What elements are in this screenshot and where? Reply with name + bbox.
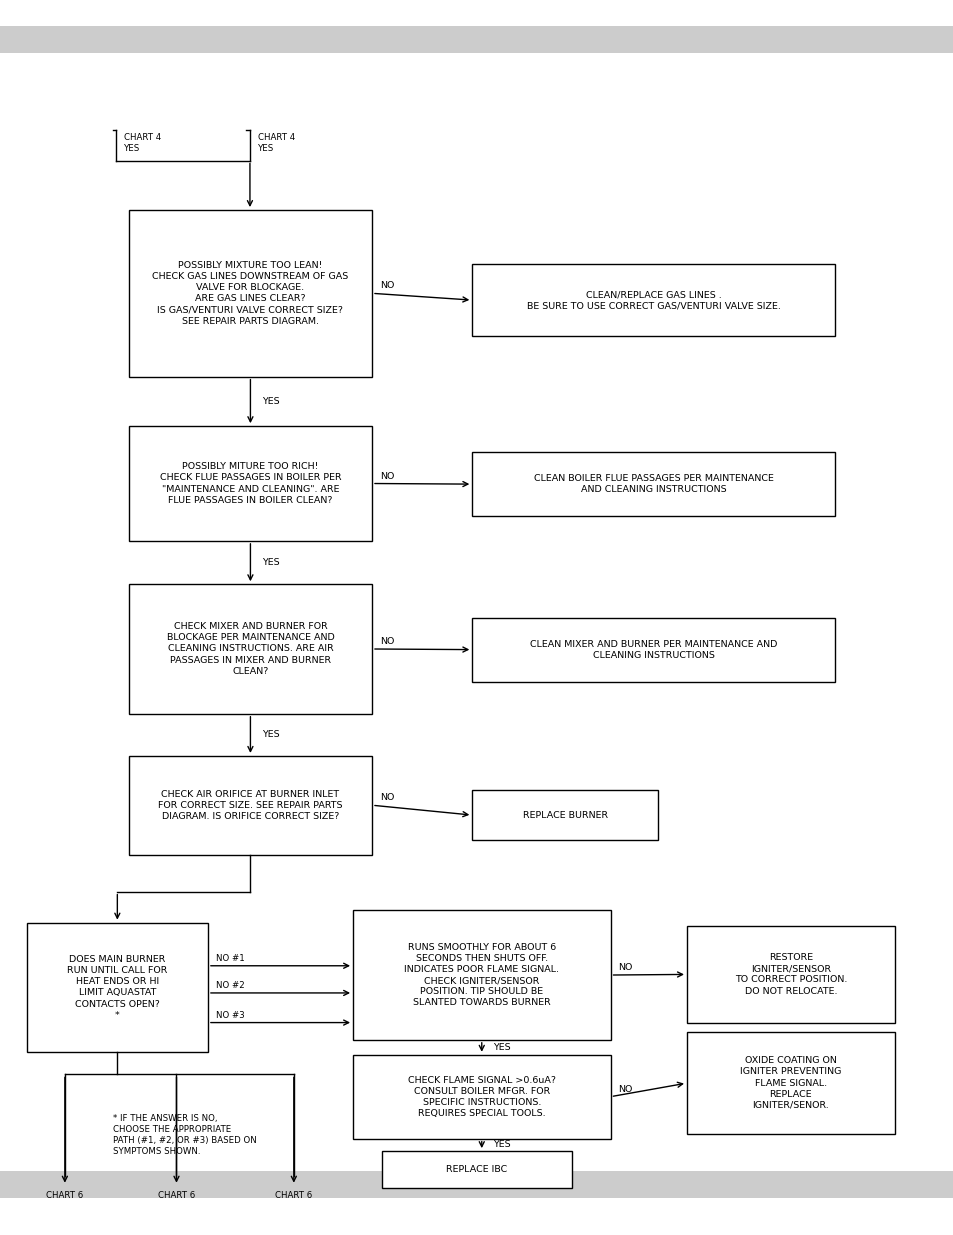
Text: * IF THE ANSWER IS NO,
CHOOSE THE APPROPRIATE
PATH (#1, #2, OR #3) BASED ON
SYMP: * IF THE ANSWER IS NO, CHOOSE THE APPROP… [112, 1114, 256, 1156]
Text: CLEAN/REPLACE GAS LINES .
BE SURE TO USE CORRECT GAS/VENTURI VALVE SIZE.: CLEAN/REPLACE GAS LINES . BE SURE TO USE… [526, 290, 780, 310]
Text: NO: NO [618, 963, 632, 972]
Bar [129, 584, 372, 714]
Bar [353, 910, 610, 1040]
Text: CHART 6: CHART 6 [46, 1191, 84, 1199]
Text: CHART 4
YES: CHART 4 YES [257, 133, 294, 153]
Bar [0, 1171, 953, 1198]
Text: OXIDE COATING ON
IGNITER PREVENTING
FLAME SIGNAL.
REPLACE
IGNITER/SENOR.: OXIDE COATING ON IGNITER PREVENTING FLAM… [740, 1056, 841, 1110]
Bar [27, 923, 208, 1052]
Text: YES: YES [261, 396, 279, 406]
Bar [472, 618, 834, 682]
Bar [353, 1055, 610, 1139]
Text: DOES MAIN BURNER
RUN UNTIL CALL FOR
HEAT ENDS OR HI
LIMIT AQUASTAT
CONTACTS OPEN: DOES MAIN BURNER RUN UNTIL CALL FOR HEAT… [67, 955, 168, 1020]
Text: YES: YES [493, 1140, 510, 1150]
Text: CHART 6: CHART 6 [274, 1191, 313, 1199]
Bar [686, 1032, 894, 1134]
Text: POSSIBLY MITURE TOO RICH!
CHECK FLUE PASSAGES IN BOILER PER
"MAINTENANCE AND CLE: POSSIBLY MITURE TOO RICH! CHECK FLUE PAS… [159, 462, 341, 505]
Text: RUNS SMOOTHLY FOR ABOUT 6
SECONDS THEN SHUTS OFF.
INDICATES POOR FLAME SIGNAL.
C: RUNS SMOOTHLY FOR ABOUT 6 SECONDS THEN S… [404, 942, 558, 1008]
Text: NO: NO [379, 637, 394, 646]
Text: REPLACE IBC: REPLACE IBC [446, 1165, 507, 1174]
Bar [472, 452, 834, 516]
Bar [129, 210, 372, 377]
Text: NO: NO [618, 1084, 632, 1094]
Text: CHART 4
YES: CHART 4 YES [124, 133, 161, 153]
Bar [0, 26, 953, 53]
Text: YES: YES [493, 1042, 510, 1052]
Bar [686, 926, 894, 1023]
Text: NO: NO [379, 793, 394, 803]
Text: NO: NO [379, 282, 394, 290]
Text: CLEAN BOILER FLUE PASSAGES PER MAINTENANCE
AND CLEANING INSTRUCTIONS: CLEAN BOILER FLUE PASSAGES PER MAINTENAN… [533, 474, 773, 494]
Text: NO #2: NO #2 [215, 981, 244, 990]
Text: REPLACE BURNER: REPLACE BURNER [522, 810, 607, 820]
Text: NO: NO [379, 472, 394, 480]
Text: NO #3: NO #3 [215, 1010, 244, 1020]
Text: NO #1: NO #1 [215, 953, 244, 963]
Text: YES: YES [261, 558, 279, 567]
Text: CHECK MIXER AND BURNER FOR
BLOCKAGE PER MAINTENANCE AND
CLEANING INSTRUCTIONS. A: CHECK MIXER AND BURNER FOR BLOCKAGE PER … [167, 622, 334, 676]
Text: POSSIBLY MIXTURE TOO LEAN!
CHECK GAS LINES DOWNSTREAM OF GAS
VALVE FOR BLOCKAGE.: POSSIBLY MIXTURE TOO LEAN! CHECK GAS LIN… [152, 261, 348, 326]
Text: CHECK FLAME SIGNAL >0.6uA?
CONSULT BOILER MFGR. FOR
SPECIFIC INSTRUCTIONS.
REQUI: CHECK FLAME SIGNAL >0.6uA? CONSULT BOILE… [407, 1076, 556, 1118]
Text: CLEAN MIXER AND BURNER PER MAINTENANCE AND
CLEANING INSTRUCTIONS: CLEAN MIXER AND BURNER PER MAINTENANCE A… [529, 640, 777, 659]
Text: CHART 6: CHART 6 [157, 1191, 195, 1199]
Text: RESTORE
IGNITER/SENSOR
TO CORRECT POSITION.
DO NOT RELOCATE.: RESTORE IGNITER/SENSOR TO CORRECT POSITI… [734, 953, 846, 995]
Bar [129, 426, 372, 541]
Bar [472, 264, 834, 336]
Bar [472, 790, 658, 840]
Bar [129, 756, 372, 855]
Bar [381, 1151, 572, 1188]
Text: YES: YES [261, 730, 279, 740]
Text: CHECK AIR ORIFICE AT BURNER INLET
FOR CORRECT SIZE. SEE REPAIR PARTS
DIAGRAM. IS: CHECK AIR ORIFICE AT BURNER INLET FOR CO… [158, 789, 342, 821]
